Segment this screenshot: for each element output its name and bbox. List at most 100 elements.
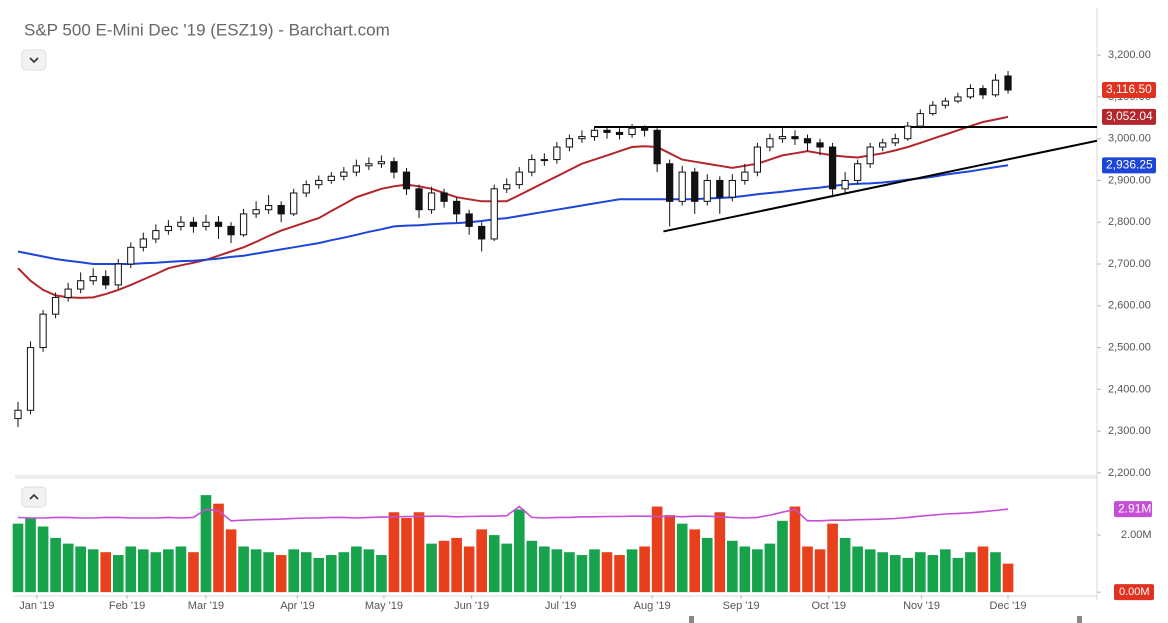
candle-body [402,171,411,190]
volume-bar [250,549,262,593]
candle-body [352,165,360,173]
candle-body [415,188,423,211]
volume-bar [739,546,751,593]
candle-body [653,129,661,165]
candle-body [716,179,724,198]
scroll-handle[interactable] [689,616,694,623]
volume-bar [726,540,738,593]
volume-bar [200,495,212,593]
volume-bar [150,552,162,593]
candle-body [452,200,461,215]
y-tick-label: 2,300.00 [1108,425,1151,437]
volume-bar [601,552,613,593]
volume-tick-label: 0.00M [1119,586,1150,598]
volume-average-label: 2.91M [1118,501,1151,515]
x-tick-label: Apr '19 [280,600,315,612]
candle-body [177,221,185,227]
candle-body [365,163,373,167]
button-frame[interactable] [21,49,47,71]
volume-bar [777,520,788,593]
volume-average-box [1114,501,1152,518]
candle-body [77,280,85,290]
volume-bar [589,549,600,593]
volume-bar [463,546,475,593]
volume-bar [238,546,249,593]
candle-body [214,221,223,227]
candle-body [703,179,711,202]
volume-bar [25,517,36,593]
candle-body [778,136,787,140]
y-tick-label: 3,000.00 [1108,133,1151,145]
scroll-handle[interactable] [1077,616,1082,623]
candle-body [816,142,824,148]
volume-bar [62,543,74,593]
volume-bar [401,517,412,593]
candle-body [666,163,674,202]
volume-bar [789,506,801,593]
x-tick-label: Sep '19 [723,600,760,612]
volume-bar [476,529,488,593]
y-tick-label: 2,600.00 [1108,300,1151,312]
candle-body [841,179,849,190]
volume-bar [927,555,939,593]
average-value-label: 3,052.04 [1106,109,1153,123]
candle-body [828,146,837,190]
candle-body [891,138,899,144]
candle-body [578,136,586,140]
volume-bar [626,549,638,593]
volume-bar [576,555,588,593]
volume-bar [501,543,513,593]
candle-body [753,146,762,173]
x-tick-label: Dec '19 [990,600,1027,612]
volume-bar [513,509,525,593]
volume-bar [914,552,926,593]
candle-body [854,163,862,181]
volume-bar [827,523,838,593]
trendline [663,139,1098,233]
candle-body [603,129,611,133]
candle-body [728,179,736,198]
volume-bar [864,549,876,593]
candle-body [678,171,686,202]
candle-body [377,161,386,165]
volume-bar [351,546,362,593]
volume-bar [802,546,813,593]
volume-bar [300,552,312,593]
candle-body [866,146,874,165]
candle-body [615,131,624,136]
volume-bar [889,555,901,593]
volume-bar [814,549,826,593]
candle-body [1004,75,1012,91]
expand-button[interactable] [21,486,47,508]
candle-body [741,171,749,181]
volume-bar [714,512,726,593]
average-value-box [1102,157,1156,174]
candle-body [327,175,335,181]
chart-title: S&P 500 E-Mini Dec '19 (ESZ19) - Barchar… [24,20,390,39]
x-tick-label: Jan '19 [19,600,54,612]
volume-bar [488,535,500,593]
x-tick-label: Jul '19 [545,600,576,612]
candle-body [929,104,937,115]
candle-body [640,127,649,131]
y-tick-label: 2,700.00 [1108,258,1151,270]
x-tick-label: Oct '19 [812,600,847,612]
candle-body [340,171,348,177]
volume-bar [689,529,701,593]
button-frame[interactable] [21,486,47,508]
volume-bar [990,552,1001,593]
volume-bar [651,506,663,593]
volume-bar [676,523,688,593]
y-tick-label: 3,200.00 [1108,49,1151,61]
candle-body [164,225,173,232]
collapse-button[interactable] [21,49,47,71]
volume-bar [325,555,337,593]
candle-body [954,96,962,102]
volume-bar [526,540,538,593]
volume-bar [125,546,137,593]
volume-bar [112,555,124,593]
x-tick-label: Feb '19 [109,600,145,612]
volume-bar [451,537,462,593]
candle-body [277,205,285,215]
